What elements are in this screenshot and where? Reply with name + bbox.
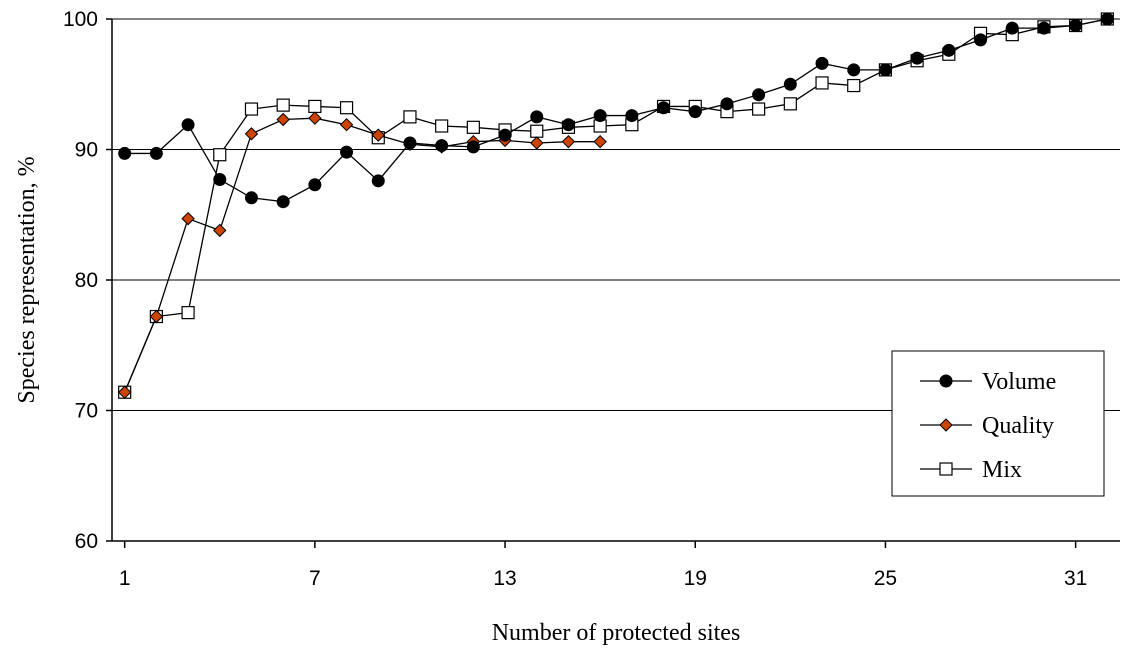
x-tick-label: 7 (309, 567, 321, 590)
legend-label: Mix (982, 457, 1022, 483)
data-point (688, 105, 702, 119)
x-tick-label: 25 (874, 567, 897, 590)
series-quality (117, 111, 607, 399)
data-point (1005, 21, 1019, 35)
legend-label: Quality (982, 413, 1054, 439)
data-point (1037, 21, 1051, 35)
data-point (1100, 12, 1114, 26)
y-tick-label: 60 (75, 530, 98, 553)
data-point (847, 63, 861, 77)
data-point (435, 119, 449, 133)
data-point (403, 136, 417, 150)
legend: Volume Quality Mix (891, 350, 1105, 497)
data-point (117, 385, 132, 399)
data-point (308, 178, 322, 192)
data-point (847, 78, 861, 93)
series-volume (118, 12, 1114, 209)
data-point (561, 134, 576, 149)
data-point (783, 77, 797, 91)
data-point (181, 211, 195, 226)
data-point (910, 51, 924, 65)
data-point (466, 140, 480, 154)
legend-box (891, 350, 1105, 497)
y-tick-label: 70 (75, 400, 98, 423)
data-point (435, 139, 449, 153)
data-point (276, 98, 290, 112)
data-point (878, 63, 892, 77)
legend-marker (939, 374, 953, 388)
data-point (244, 102, 259, 116)
data-point (213, 148, 227, 162)
x-tick-label: 31 (1064, 567, 1087, 590)
data-point (276, 112, 290, 127)
data-point (530, 124, 544, 138)
data-point (530, 136, 544, 150)
data-point (593, 109, 607, 123)
series-group (117, 12, 1114, 399)
data-point (371, 128, 385, 142)
data-point (720, 97, 734, 111)
data-point (340, 145, 354, 159)
series-mix (118, 12, 1114, 399)
y-axis-title: Species representation, % (14, 156, 40, 403)
x-tick-label: 13 (493, 567, 516, 590)
data-point (498, 128, 512, 142)
data-point (244, 191, 258, 205)
data-point (371, 174, 385, 188)
data-point (308, 99, 322, 114)
y-tick-label: 100 (63, 8, 98, 31)
x-axis-title: Number of protected sites (492, 620, 741, 646)
data-point (783, 97, 797, 111)
data-point (339, 117, 354, 132)
y-tick-labels: 60 70 80 90 100 (63, 8, 112, 553)
data-point (752, 102, 766, 116)
data-point (466, 120, 480, 134)
data-point (308, 111, 322, 125)
data-point (625, 109, 639, 123)
x-tick-label: 1 (119, 567, 131, 590)
y-tick-label: 90 (75, 139, 98, 162)
y-tick-label: 80 (75, 269, 98, 292)
data-point (149, 309, 164, 324)
series-line (124, 117, 601, 393)
data-point (118, 146, 132, 160)
data-point (244, 127, 259, 141)
data-point (403, 110, 417, 124)
data-point (593, 134, 607, 149)
data-point (1069, 19, 1083, 33)
data-point (530, 110, 544, 124)
data-point (149, 146, 163, 160)
data-point (942, 43, 956, 57)
data-point (815, 56, 829, 70)
data-point (815, 76, 829, 90)
data-point (657, 101, 671, 115)
data-point (752, 88, 766, 102)
x-tick-labels: 1 7 13 19 25 31 (119, 541, 1087, 590)
x-tick-label: 19 (684, 567, 707, 590)
data-point (181, 306, 195, 320)
legend-marker (939, 462, 953, 476)
data-point (213, 223, 227, 238)
legend-label: Volume (982, 369, 1056, 395)
legend-marker (939, 418, 953, 432)
series-line (124, 18, 1108, 393)
data-point (974, 33, 988, 47)
data-point (339, 101, 354, 115)
data-point (213, 173, 227, 187)
series-line (124, 18, 1108, 203)
data-point (276, 195, 290, 209)
data-point (561, 118, 575, 132)
data-point (181, 118, 195, 132)
